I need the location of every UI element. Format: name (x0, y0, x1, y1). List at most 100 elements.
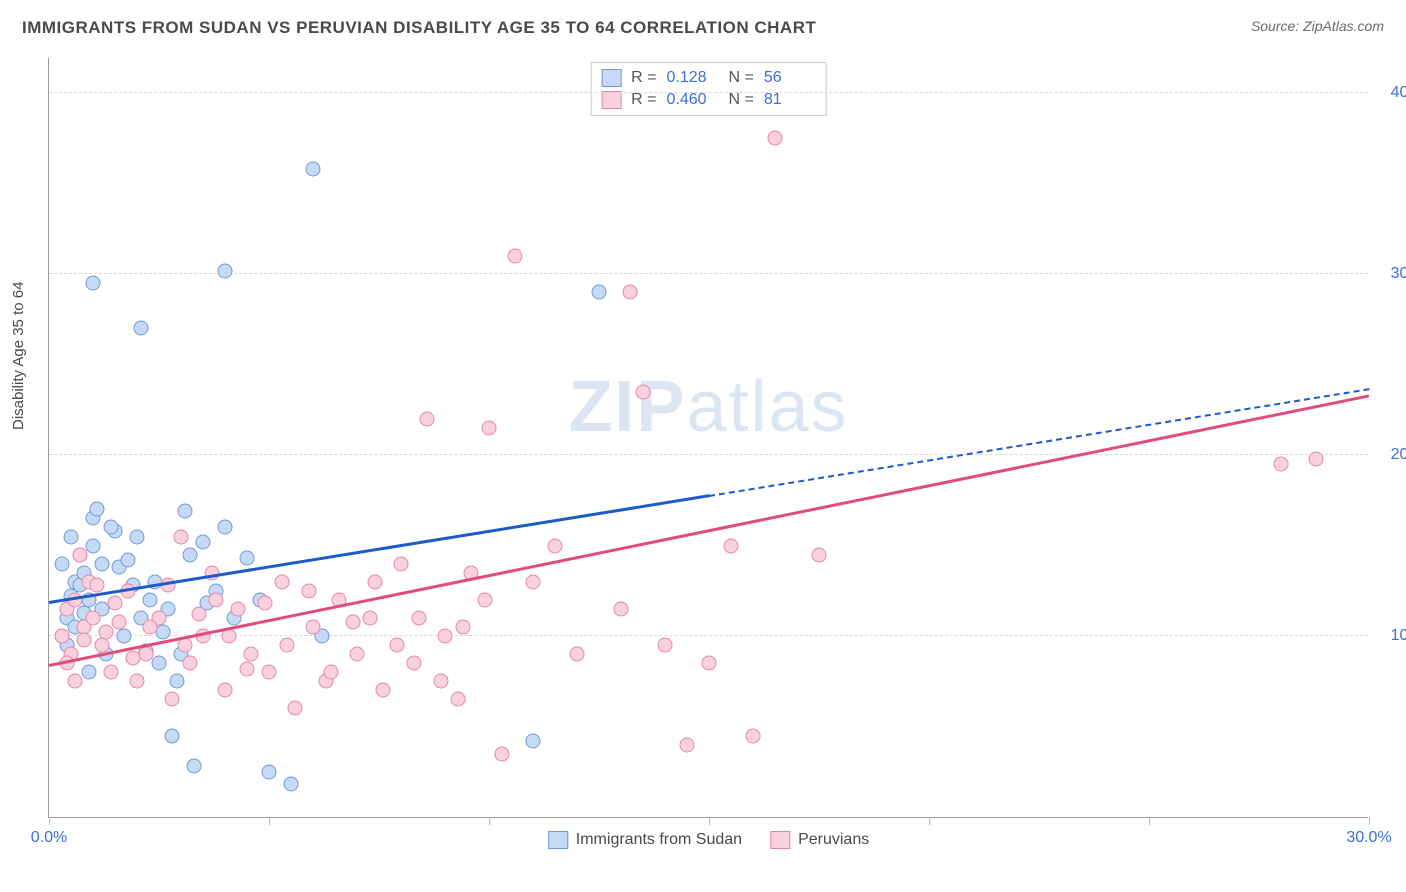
swatch-sudan (601, 69, 621, 87)
data-point-sudan (134, 321, 149, 336)
data-point-peruvians (526, 574, 541, 589)
data-point-peruvians (178, 638, 193, 653)
x-tick-mark (49, 817, 50, 825)
data-point-peruvians (367, 574, 382, 589)
data-point-sudan (94, 556, 109, 571)
watermark: ZIPatlas (568, 366, 848, 448)
data-point-sudan (64, 529, 79, 544)
gridline-h (49, 454, 1368, 455)
data-point-peruvians (112, 614, 127, 629)
data-point-sudan (152, 656, 167, 671)
trend-line-peruvians (49, 395, 1369, 667)
data-point-peruvians (72, 547, 87, 562)
data-point-sudan (86, 538, 101, 553)
y-tick-label: 40.0% (1378, 84, 1406, 102)
data-point-peruvians (768, 131, 783, 146)
source-attribution: Source: ZipAtlas.com (1251, 18, 1384, 34)
data-point-sudan (262, 764, 277, 779)
swatch-peruvians (601, 91, 621, 109)
data-point-peruvians (812, 547, 827, 562)
data-point-peruvians (103, 665, 118, 680)
legend-item-peruvians: Peruvians (770, 831, 869, 849)
x-tick-mark (709, 817, 710, 825)
data-point-peruvians (240, 661, 255, 676)
data-point-peruvians (306, 620, 321, 635)
data-point-sudan (592, 285, 607, 300)
x-tick-mark (1149, 817, 1150, 825)
gridline-h (49, 635, 1368, 636)
data-point-peruvians (622, 285, 637, 300)
data-point-sudan (240, 551, 255, 566)
data-point-sudan (169, 674, 184, 689)
data-point-peruvians (680, 737, 695, 752)
data-point-peruvians (411, 610, 426, 625)
data-point-sudan (306, 162, 321, 177)
data-point-peruvians (231, 601, 246, 616)
data-point-peruvians (455, 620, 470, 635)
y-tick-label: 30.0% (1378, 265, 1406, 283)
data-point-peruvians (174, 529, 189, 544)
data-point-peruvians (77, 632, 92, 647)
data-point-sudan (187, 759, 202, 774)
data-point-peruvians (222, 629, 237, 644)
data-point-peruvians (244, 647, 259, 662)
x-tick-mark (1369, 817, 1370, 825)
data-point-peruvians (108, 596, 123, 611)
data-point-peruvians (182, 656, 197, 671)
data-point-sudan (156, 625, 171, 640)
data-point-peruvians (345, 614, 360, 629)
data-point-peruvians (614, 601, 629, 616)
data-point-peruvians (99, 625, 114, 640)
y-tick-label: 10.0% (1378, 627, 1406, 645)
data-point-peruvians (288, 701, 303, 716)
data-point-peruvians (407, 656, 422, 671)
data-point-peruvians (548, 538, 563, 553)
gridline-h (49, 273, 1368, 274)
data-point-peruvians (90, 578, 105, 593)
x-tick-mark (269, 817, 270, 825)
chart-title: IMMIGRANTS FROM SUDAN VS PERUVIAN DISABI… (22, 18, 816, 38)
data-point-sudan (55, 556, 70, 571)
data-point-peruvians (658, 638, 673, 653)
data-point-sudan (143, 592, 158, 607)
y-axis-label: Disability Age 35 to 64 (10, 282, 27, 430)
legend-statistics: R = 0.128 N = 56 R = 0.460 N = 81 (590, 62, 827, 116)
data-point-peruvians (125, 650, 140, 665)
data-point-peruvians (323, 665, 338, 680)
data-point-sudan (196, 534, 211, 549)
x-tick-mark (489, 817, 490, 825)
data-point-peruvians (86, 610, 101, 625)
data-point-peruvians (482, 420, 497, 435)
chart-header: IMMIGRANTS FROM SUDAN VS PERUVIAN DISABI… (0, 0, 1406, 46)
data-point-sudan (182, 547, 197, 562)
data-point-peruvians (275, 574, 290, 589)
data-point-peruvians (363, 610, 378, 625)
scatter-plot-area: ZIPatlas R = 0.128 N = 56 R = 0.460 N = … (48, 58, 1368, 818)
data-point-peruvians (257, 596, 272, 611)
data-point-sudan (90, 502, 105, 517)
legend-series: Immigrants from Sudan Peruvians (548, 831, 869, 849)
data-point-peruvians (350, 647, 365, 662)
data-point-peruvians (394, 556, 409, 571)
data-point-peruvians (570, 647, 585, 662)
swatch-sudan-icon (548, 831, 568, 849)
data-point-peruvians (376, 683, 391, 698)
data-point-sudan (165, 728, 180, 743)
data-point-peruvians (143, 620, 158, 635)
legend-row-sudan: R = 0.128 N = 56 (601, 67, 816, 89)
data-point-peruvians (165, 692, 180, 707)
data-point-peruvians (279, 638, 294, 653)
data-point-peruvians (420, 411, 435, 426)
data-point-peruvians (433, 674, 448, 689)
legend-item-sudan: Immigrants from Sudan (548, 831, 742, 849)
trend-line-dashed-sudan (709, 388, 1369, 497)
data-point-sudan (81, 665, 96, 680)
x-tick-mark (929, 817, 930, 825)
data-point-peruvians (68, 674, 83, 689)
swatch-peruvians-icon (770, 831, 790, 849)
data-point-peruvians (1309, 451, 1324, 466)
data-point-peruvians (477, 592, 492, 607)
data-point-peruvians (191, 607, 206, 622)
data-point-peruvians (1274, 457, 1289, 472)
data-point-sudan (218, 520, 233, 535)
